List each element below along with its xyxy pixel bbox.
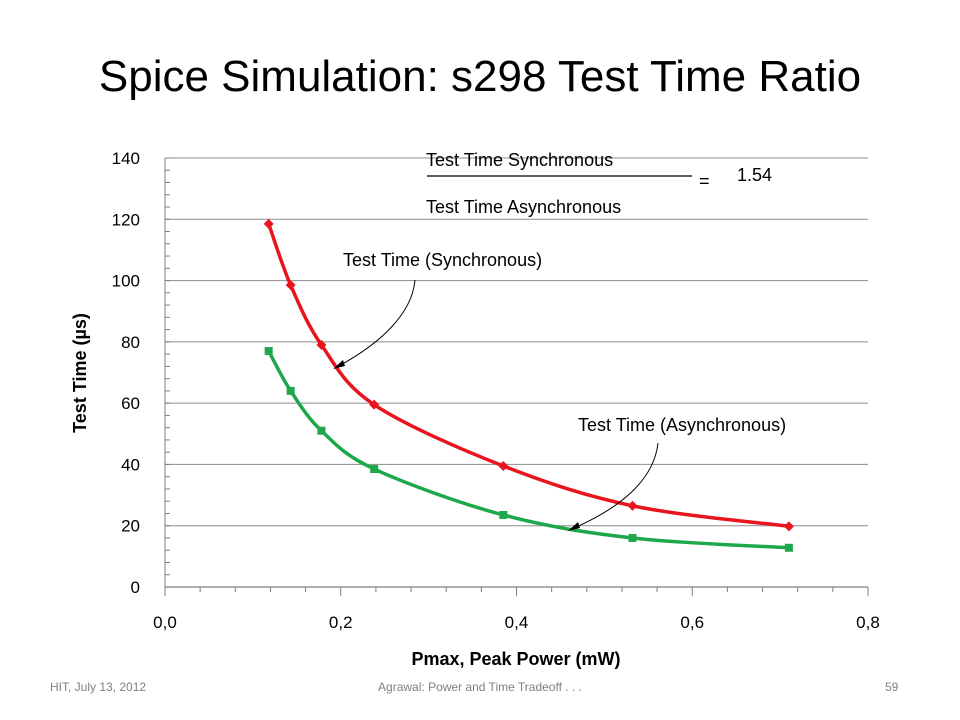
y-tick-label: 60 <box>121 394 140 413</box>
y-tick-label: 140 <box>112 149 140 168</box>
async-series-label: Test Time (Asynchronous) <box>578 415 786 435</box>
sync-data-point <box>627 500 638 511</box>
sync-label-arrowhead <box>333 360 345 369</box>
footer-presentation-title: Agrawal: Power and Time Tradeoff . . . <box>378 680 582 694</box>
x-tick-label: 0,0 <box>153 613 177 632</box>
sync-data-point <box>263 218 274 229</box>
ratio-numerator: Test Time Synchronous <box>426 150 613 170</box>
y-tick-label: 120 <box>112 210 140 229</box>
x-tick-label: 0,2 <box>329 613 353 632</box>
ratio-value: 1.54 <box>737 165 772 185</box>
sync-label-arrow <box>336 279 416 368</box>
footer-date: HIT, July 13, 2012 <box>50 680 147 694</box>
sync-data-point <box>316 339 327 350</box>
ratio-equals-sign: = <box>699 171 710 191</box>
async-data-point <box>784 543 793 552</box>
slide-title: Spice Simulation: s298 Test Time Ratio <box>98 52 862 101</box>
footer-slide-number: 59 <box>885 680 899 694</box>
async-label-arrow <box>573 442 659 529</box>
sync-data-point <box>285 280 296 291</box>
axes <box>164 157 869 596</box>
y-tick-label: 0 <box>131 578 140 597</box>
sync-series-line <box>267 223 790 529</box>
async-label-arrowhead <box>568 522 580 531</box>
async-data-point <box>286 386 295 395</box>
gridlines <box>165 157 868 527</box>
ratio-denominator: Test Time Asynchronous <box>426 197 621 217</box>
y-tick-label: 100 <box>112 272 140 291</box>
x-tick-label: 0,6 <box>680 613 704 632</box>
y-tick-label: 20 <box>121 517 140 536</box>
async-data-point <box>264 347 273 356</box>
series-markers <box>263 218 794 552</box>
x-axis-title: Pmax, Peak Power (mW) <box>411 649 620 669</box>
sync-data-point <box>369 399 380 410</box>
y-tick-label: 40 <box>121 455 140 474</box>
sync-data-point <box>498 460 509 471</box>
async-data-point <box>317 426 326 435</box>
sync-data-point <box>783 521 794 532</box>
async-data-point <box>370 465 379 474</box>
series-lines <box>267 223 790 550</box>
y-tick-labels: 0 20 40 60 80 100 120 140 <box>112 149 140 597</box>
y-axis-title: Test Time (µs) <box>70 313 90 433</box>
async-series-line <box>267 350 790 550</box>
sync-series-label: Test Time (Synchronous) <box>343 250 542 270</box>
x-tick-label: 0,8 <box>856 613 880 632</box>
async-data-point <box>628 533 637 542</box>
x-tick-label: 0,4 <box>505 613 529 632</box>
async-data-point <box>499 510 508 519</box>
x-tick-labels: 0,0 0,2 0,4 0,6 0,8 <box>153 613 880 632</box>
y-tick-label: 80 <box>121 333 140 352</box>
